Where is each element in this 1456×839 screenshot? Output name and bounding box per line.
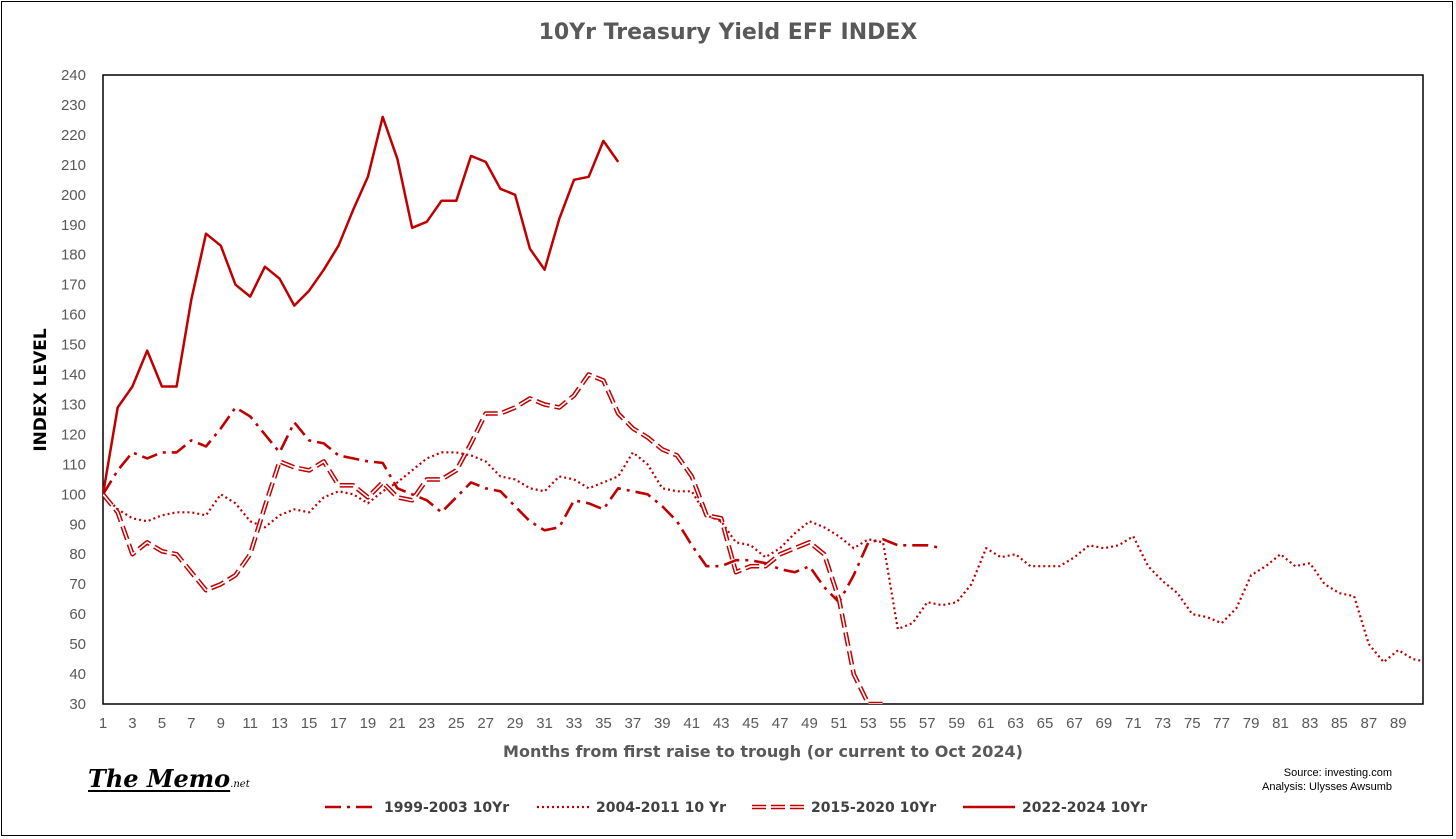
brand-logo: The Memo.net [88,764,250,793]
x-tick-label: 63 [1007,715,1024,732]
x-tick-label: 31 [536,715,553,732]
series-line-2015-2020-10yr-inner [103,373,884,704]
x-tick-label: 29 [507,715,524,732]
x-tick-label: 41 [683,715,700,732]
x-tick-label: 51 [831,715,848,732]
y-tick-label: 140 [61,367,86,384]
y-tick-label: 40 [69,666,86,683]
x-tick-label: 21 [389,715,406,732]
legend-label: 2004-2011 10 Yr [596,800,726,816]
y-tick-label: 70 [69,576,86,593]
x-tick-label: 77 [1213,715,1230,732]
x-tick-label: 37 [625,715,642,732]
x-tick-label: 81 [1272,715,1289,732]
y-axis-ticks: 30 40 50 60 70 80 90 100 110 120 130 140 150 160 170 18… [61,67,86,713]
x-tick-label: 23 [418,715,435,732]
x-tick-label: 61 [978,715,995,732]
series-lines [103,115,1423,704]
logo-suffix: .net [230,779,250,790]
x-tick-label: 25 [448,715,465,732]
x-tick-label: 45 [742,715,759,732]
x-tick-label: 1 [99,715,107,732]
x-tick-label: 75 [1184,715,1201,732]
y-tick-label: 240 [61,67,86,84]
y-tick-label: 220 [61,127,86,144]
x-tick-label: 57 [919,715,936,732]
legend-label: 2015-2020 10Yr [811,800,936,816]
y-tick-label: 160 [61,307,86,324]
source-line: Source: investing.com [1283,767,1392,779]
x-tick-label: 49 [801,715,818,732]
x-tick-label: 27 [477,715,494,732]
y-tick-label: 60 [69,606,86,623]
x-tick-label: 89 [1390,715,1407,732]
series-line-2022-2024-10yr [103,115,620,495]
y-tick-label: 170 [61,277,86,294]
x-tick-label: 13 [271,715,288,732]
x-tick-label: 87 [1360,715,1377,732]
x-tick-label: 79 [1243,715,1260,732]
legend: 1999-2003 10Yr 2004-2011 10 Yr 2015-2020 1… [325,800,1147,816]
y-tick-label: 230 [61,97,86,114]
y-tick-label: 130 [61,396,86,413]
y-tick-label: 210 [61,157,86,174]
x-tick-label: 17 [330,715,347,732]
plot-area [102,74,1424,705]
x-tick-label: 11 [242,715,258,732]
y-tick-label: 180 [61,247,86,264]
x-axis-label: Months from first raise to trough (or cu… [503,742,1023,761]
x-tick-label: 59 [948,715,965,732]
x-tick-label: 83 [1302,715,1319,732]
y-tick-label: 190 [61,217,86,234]
chart-title: 10Yr Treasury Yield EFF INDEX [538,20,918,45]
y-tick-label: 100 [61,486,86,503]
legend-label: 2022-2024 10Yr [1022,800,1147,816]
x-tick-label: 73 [1154,715,1171,732]
x-tick-label: 19 [360,715,377,732]
x-tick-label: 69 [1096,715,1113,732]
series-line-2015-2020-10yr [103,372,884,704]
y-tick-label: 90 [69,516,86,533]
series-line-1999-2003-10yr [103,406,943,604]
y-tick-label: 150 [61,337,86,354]
x-tick-label: 47 [772,715,789,732]
x-tick-label: 71 [1125,715,1142,732]
x-tick-label: 7 [187,715,195,732]
analysis-line: Analysis: Ulysses Awsumb [1261,781,1392,793]
y-tick-label: 30 [69,696,86,713]
y-tick-label: 110 [62,456,86,473]
x-tick-label: 43 [713,715,730,732]
y-tick-label: 120 [61,426,86,443]
x-tick-label: 39 [654,715,671,732]
y-axis-label: INDEX LEVEL [31,328,51,452]
x-tick-label: 15 [301,715,318,732]
source-note: Source: investing.com Analysis: Ulysses … [1262,766,1392,794]
x-tick-label: 33 [566,715,583,732]
legend-label: 1999-2003 10Yr [384,800,509,816]
x-tick-label: 67 [1066,715,1083,732]
x-tick-label: 35 [595,715,612,732]
x-tick-label: 3 [128,715,136,732]
logo-main: The Memo [88,764,231,793]
series-line-2004-2011-10-yr [103,451,1423,664]
x-tick-label: 9 [217,715,225,732]
legend-item: 2022-2024 10Yr [963,800,1147,816]
x-tick-label: 5 [158,715,166,732]
y-tick-label: 200 [61,187,86,204]
x-tick-label: 55 [889,715,906,732]
x-tick-label: 85 [1331,715,1348,732]
y-tick-label: 50 [69,636,86,653]
y-tick-label: 80 [69,546,86,563]
x-tick-label: 53 [860,715,877,732]
legend-item: 1999-2003 10Yr [325,800,509,816]
x-tick-label: 65 [1037,715,1054,732]
legend-item: 2004-2011 10 Yr [537,800,726,816]
legend-item: 2015-2020 10Yr [752,800,936,816]
x-axis-ticks: 1 3 5 7 9 11 13 15 17 19 21 23 25 27 29 31 33 35 37 39 41 43 4… [99,715,1407,732]
